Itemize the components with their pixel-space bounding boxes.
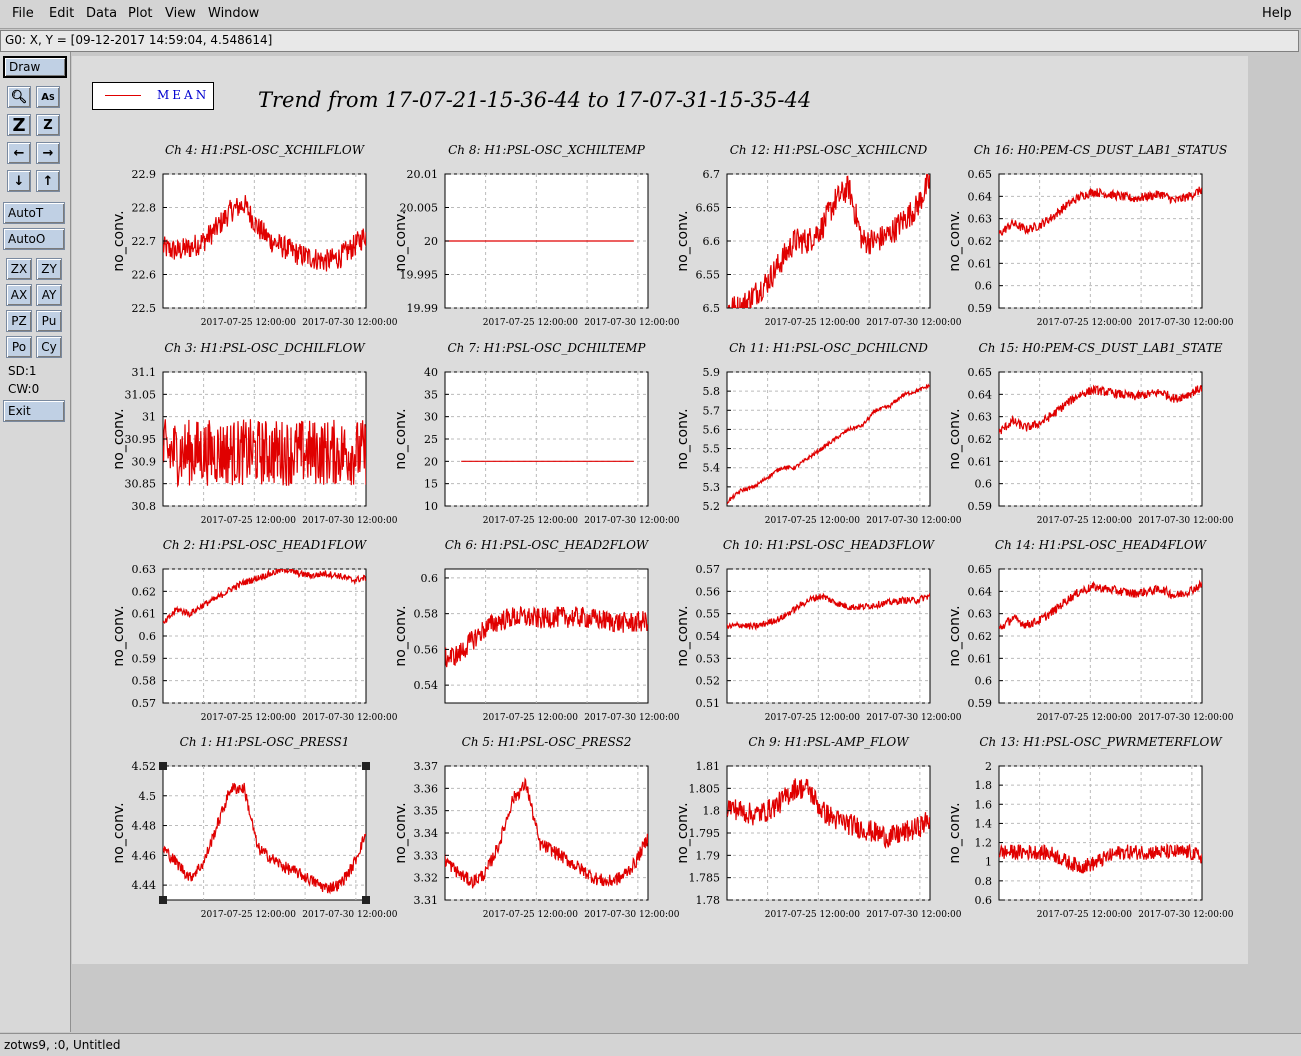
menu-file[interactable]: File xyxy=(12,6,34,21)
po-button[interactable]: Po xyxy=(6,336,32,358)
menu-window[interactable]: Window xyxy=(208,6,260,21)
zoom-icon[interactable]: 🔍︎ xyxy=(7,86,31,108)
menu-plot[interactable]: Plot xyxy=(128,6,153,21)
plot-area[interactable] xyxy=(72,56,1248,964)
page-title: Trend from 17-07-21-15-36-44 to 17-07-31… xyxy=(258,88,812,112)
pu-button[interactable]: Pu xyxy=(36,310,62,332)
ax-button[interactable]: AX xyxy=(6,284,32,306)
coordinate-readout-bar: G0: X, Y = [09-12-2017 14:59:04, 4.54861… xyxy=(0,30,1299,52)
menubar: File Edit Data Plot View Window Help xyxy=(0,0,1301,29)
coordinate-readout: G0: X, Y = [09-12-2017 14:59:04, 4.54861… xyxy=(5,33,273,47)
cy-button[interactable]: Cy xyxy=(36,336,62,358)
sd-label: SD:1 xyxy=(8,364,37,378)
z-icon[interactable]: Z xyxy=(36,114,60,136)
draw-button[interactable]: Draw xyxy=(3,56,67,78)
autoo-button[interactable]: AutoO xyxy=(3,228,65,250)
autot-button[interactable]: AutoT xyxy=(3,202,65,224)
right-arrow-icon[interactable]: → xyxy=(36,142,60,164)
menu-data[interactable]: Data xyxy=(86,6,118,21)
down-arrow-icon[interactable]: ↓ xyxy=(7,170,31,192)
legend: MEAN xyxy=(92,82,214,110)
up-arrow-icon[interactable]: ↑ xyxy=(36,170,60,192)
menu-view[interactable]: View xyxy=(165,6,196,21)
legend-label: MEAN xyxy=(157,88,210,102)
menu-help[interactable]: Help xyxy=(1262,6,1292,21)
zoom-z-icon[interactable]: Z xyxy=(7,114,31,136)
pz-button[interactable]: PZ xyxy=(6,310,32,332)
menu-edit[interactable]: Edit xyxy=(49,6,75,21)
zx-button[interactable]: ZX xyxy=(6,258,32,280)
exit-button[interactable]: Exit xyxy=(3,400,65,422)
left-arrow-icon[interactable]: ← xyxy=(7,142,31,164)
status-text: zotws9, :0, Untitled xyxy=(4,1038,121,1052)
cw-label: CW:0 xyxy=(8,382,40,396)
legend-line xyxy=(105,95,141,96)
zy-button[interactable]: ZY xyxy=(36,258,62,280)
ay-button[interactable]: AY xyxy=(36,284,62,306)
statusbar: zotws9, :0, Untitled xyxy=(0,1033,1301,1056)
